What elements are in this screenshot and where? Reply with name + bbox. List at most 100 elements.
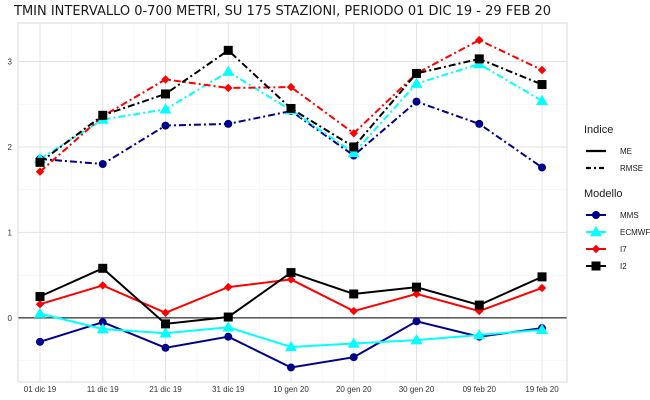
legend-entry-ecmwf: ECMWF (586, 226, 650, 237)
i2-rmse-point (537, 80, 547, 90)
legend-entry-i7: I7 (586, 244, 627, 254)
mms-me-point (36, 337, 44, 346)
ecmwf-me-point (96, 323, 109, 334)
i7-rmse-point (475, 35, 484, 45)
mms-rmse-point (98, 160, 107, 169)
i2-rmse-point (98, 110, 108, 120)
i7-rmse-point (286, 82, 296, 92)
x-tick-label: 09 feb 20 (463, 385, 497, 394)
i2-rmse-point (35, 157, 45, 167)
i7-me-point (161, 308, 170, 317)
ecmwf-rmse-point (536, 94, 548, 105)
ecmwf-me-point (473, 328, 486, 340)
ecmwf-rmse-point (159, 103, 172, 114)
legend-marker-diamond (591, 244, 601, 254)
x-tick-label: 21 dic 19 (149, 385, 182, 394)
x-tick-label: 10 gen 20 (273, 385, 309, 394)
i7-me-point (98, 281, 107, 290)
mms-rmse-point (475, 119, 484, 128)
i7-me-point (35, 300, 45, 309)
i7-rmse-point (349, 129, 358, 138)
i7-rmse-point (537, 65, 547, 75)
mms-me-point (98, 318, 107, 327)
legend-label: ECMWF (620, 228, 650, 237)
i7-me-point (412, 289, 421, 299)
i7-me-point (286, 275, 296, 284)
plot-area: 0 1 2 3 01 dic 19 11 dic 19 21 dic 19 31 dic 19… (8, 22, 568, 394)
mms-rmse-line (39, 100, 543, 169)
mms-me-point (224, 332, 233, 341)
i2-me-point (286, 268, 296, 278)
legend-entry-rmse: RMSE (586, 164, 643, 173)
plot-border (17, 22, 568, 383)
i7-me-point (224, 282, 233, 292)
ecmwf-me-point (159, 327, 172, 338)
i7-me-point (349, 306, 358, 316)
i7-rmse-point (35, 167, 45, 176)
legend-marker-triangle (590, 226, 602, 237)
i2-rmse-point (412, 68, 421, 78)
ecmwf-me-point (410, 334, 423, 345)
ecmwf-rmse-point (347, 146, 360, 158)
i2-rmse-point (161, 89, 170, 99)
ecmwf-me-point (536, 323, 548, 335)
legend-marker-circle (592, 211, 600, 219)
ecmwf-me-point (222, 321, 235, 332)
i2-me-point (35, 292, 45, 302)
i2-me-point (223, 312, 233, 322)
chart-title: TMIN INTERVALLO 0-700 METRI, SU 175 STAZ… (13, 4, 551, 19)
ecmwf-rmse-line (39, 62, 543, 160)
legend-entry-mms: MMS (586, 211, 639, 220)
i7-rmse-line (39, 38, 543, 173)
mms-rmse-point (412, 97, 421, 106)
legend-title: Indice (584, 124, 613, 136)
i2-rmse-point (349, 142, 359, 152)
i2-me-point (161, 319, 170, 329)
i2-me-point (412, 282, 421, 292)
i2-me-point (474, 300, 484, 310)
y-tick-label: 0 (8, 314, 13, 323)
x-tick-label: 01 dic 19 (24, 385, 57, 394)
i7-rmse-point (161, 75, 170, 84)
ecmwf-me-point (285, 340, 297, 352)
legend-title: Modello (584, 188, 623, 200)
legend-label: RMSE (620, 164, 643, 173)
i2-me-point (349, 289, 359, 299)
legend: Indice ME RMSE Modello MMS ECMWF I7 I2 (584, 124, 650, 271)
i2-rmse-point (223, 45, 233, 55)
x-tick-label: 19 feb 20 (525, 385, 559, 394)
mms-me-point (412, 317, 421, 326)
legend-label: I2 (620, 262, 627, 271)
ecmwf-rmse-point (222, 65, 235, 76)
mms-rmse-point (161, 121, 170, 130)
plot-background (18, 23, 567, 382)
ecmwf-me-point (34, 307, 46, 318)
legend-entry-me: ME (586, 147, 632, 156)
i7-rmse-point (224, 83, 233, 93)
y-tick-label: 3 (8, 57, 13, 66)
legend-marker-square (591, 261, 601, 271)
x-tick-label: 20 gen 20 (336, 385, 372, 394)
mms-me-point (287, 363, 295, 372)
i2-rmse-point (474, 54, 484, 64)
i2-me-point (537, 272, 547, 282)
ecmwf-me-point (347, 337, 360, 348)
legend-label: MMS (620, 211, 639, 220)
mms-me-point (349, 353, 358, 362)
y-tick-label: 2 (8, 143, 13, 152)
x-tick-label: 30 gen 20 (399, 385, 435, 394)
x-tick-label: 11 dic 19 (87, 385, 119, 394)
legend-entry-i2: I2 (586, 261, 627, 271)
legend-label: I7 (620, 245, 627, 254)
legend-label: ME (620, 147, 632, 156)
ecmwf-rmse-point (410, 77, 423, 88)
y-tick-label: 1 (8, 228, 13, 237)
i2-me-point (98, 263, 108, 273)
mms-me-point (161, 343, 170, 352)
mms-rmse-point (538, 163, 546, 172)
mms-rmse-point (224, 119, 233, 128)
x-tick-label: 31 dic 19 (212, 385, 245, 394)
i7-me-point (537, 283, 547, 293)
i2-rmse-point (286, 103, 296, 113)
